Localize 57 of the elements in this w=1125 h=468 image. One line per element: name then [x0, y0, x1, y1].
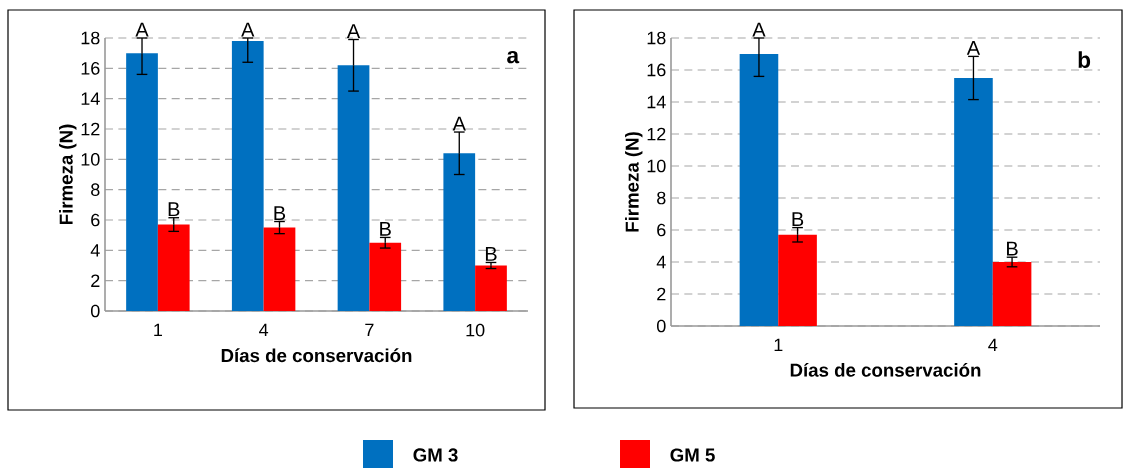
x-axis-title: Días de conservación — [221, 348, 412, 363]
bar — [475, 265, 507, 311]
annotation: B — [274, 206, 286, 220]
y-tick-label: 2 — [91, 274, 100, 287]
bar — [231, 41, 264, 311]
y-tick-label: 8 — [91, 183, 100, 197]
bar — [263, 227, 296, 311]
y-tick-label: 4 — [90, 244, 100, 257]
x-axis-title: Días de conservación — [790, 362, 981, 377]
bar — [369, 242, 402, 311]
bar — [992, 262, 1032, 326]
annotation: A — [135, 22, 149, 37]
annotation: B — [485, 247, 497, 261]
y-tick-label: 0 — [657, 319, 666, 333]
annotation: A — [966, 41, 981, 55]
y-tick-label: 0 — [90, 304, 100, 318]
y-tick-label: 10 — [81, 152, 100, 166]
y-axis-title: Firmeza (N) — [625, 132, 643, 232]
annotation: B — [1007, 241, 1018, 256]
annotation: b — [1078, 51, 1091, 68]
y-tick-label: 8 — [657, 191, 666, 205]
y-tick-label: 14 — [647, 95, 666, 109]
x-tick-label: 7 — [365, 323, 374, 337]
y-tick-label: 6 — [91, 213, 100, 227]
x-tick-label: 1 — [154, 323, 163, 337]
y-tick-label: 12 — [81, 122, 100, 136]
bar — [337, 65, 370, 311]
bar — [126, 53, 158, 311]
annotation: B — [168, 202, 180, 217]
annotation: a — [507, 50, 520, 64]
bar — [443, 153, 476, 311]
annotation: B — [380, 222, 391, 236]
bar — [778, 234, 817, 326]
y-axis-title: Firmeza (N) — [59, 124, 77, 225]
annotation: B — [792, 212, 804, 226]
y-tick-label: 16 — [81, 61, 100, 75]
bar — [157, 224, 190, 311]
annotation: A — [752, 22, 766, 37]
y-tick-label: 10 — [647, 159, 666, 173]
legend-label: GM 5 — [670, 448, 715, 462]
y-tick-label: 18 — [647, 31, 666, 45]
annotation: A — [346, 24, 361, 38]
y-tick-label: 14 — [81, 92, 100, 105]
bar — [739, 54, 779, 326]
y-tick-label: 16 — [647, 63, 666, 77]
x-tick-label: 4 — [259, 323, 269, 337]
annotation: A — [452, 116, 466, 131]
y-tick-label: 4 — [656, 255, 666, 269]
x-tick-label: 10 — [466, 323, 485, 337]
bar — [954, 77, 993, 326]
x-tick-label: 1 — [774, 338, 783, 352]
legend-label: GM 3 — [413, 448, 458, 462]
y-tick-label: 18 — [81, 31, 100, 45]
y-tick-label: 12 — [647, 127, 666, 141]
y-tick-label: 2 — [657, 287, 666, 301]
annotation: A — [241, 22, 255, 37]
y-tick-label: 6 — [657, 223, 666, 237]
